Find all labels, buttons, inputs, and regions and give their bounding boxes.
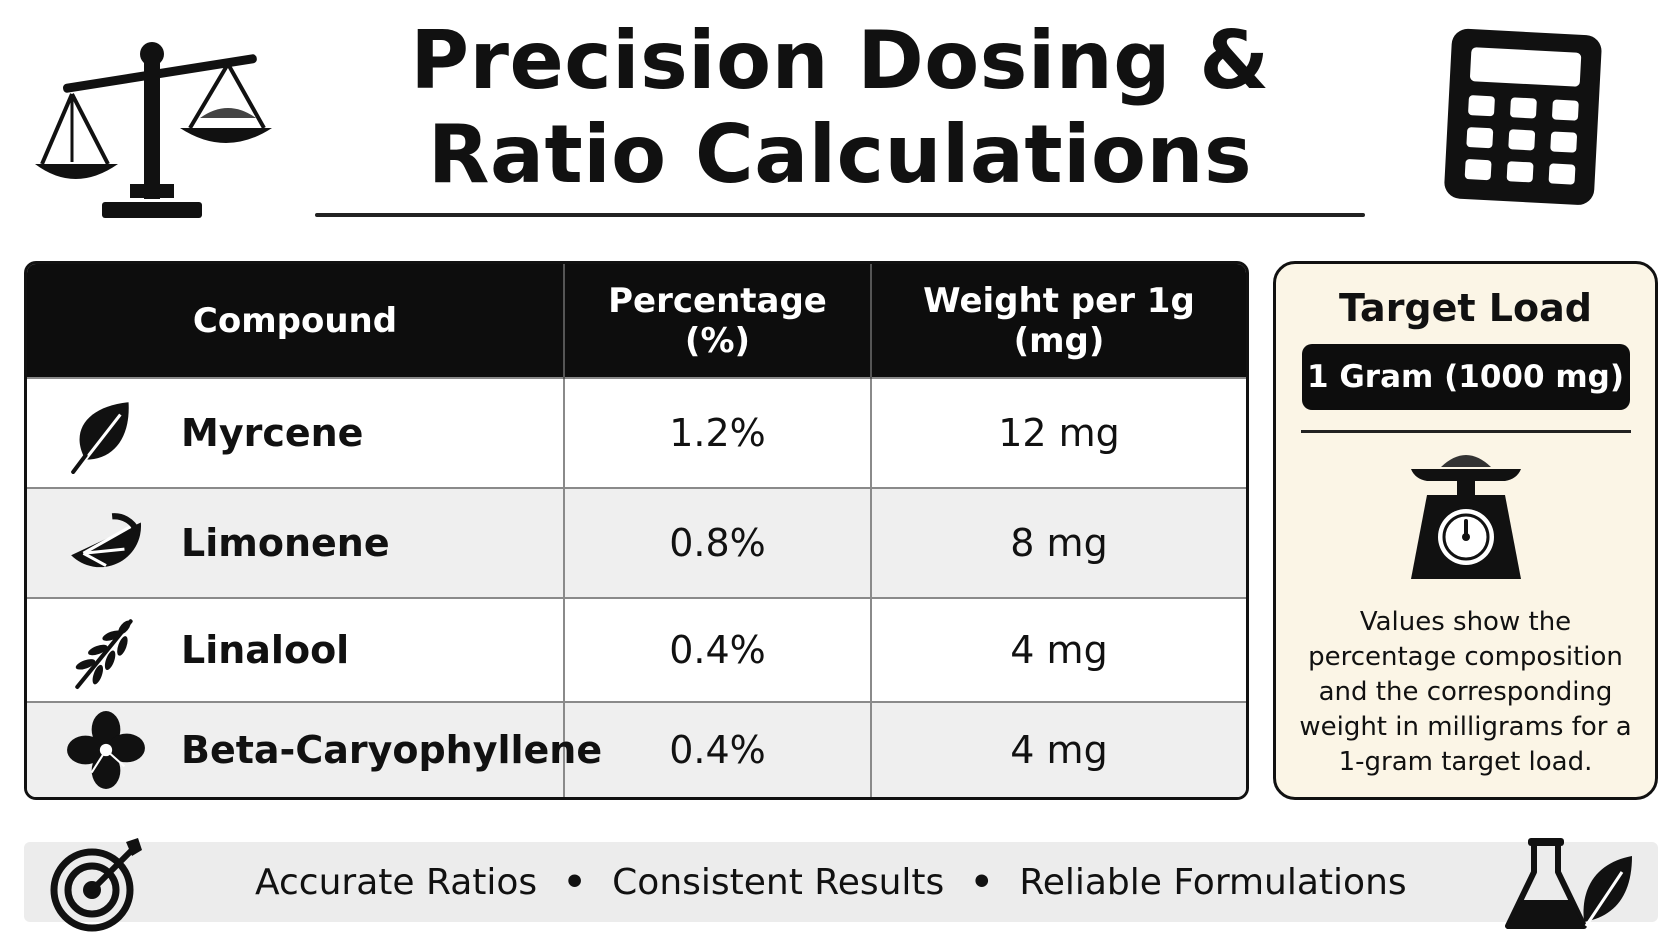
target-arrow-icon bbox=[50, 838, 142, 932]
target-load-description: Values show the percentage composition a… bbox=[1299, 607, 1632, 777]
footer-item: Reliable Formulations bbox=[1019, 861, 1407, 903]
compound-name: Limonene bbox=[181, 521, 390, 565]
weight-cell: 8 mg bbox=[870, 487, 1246, 598]
footer-separator: • bbox=[563, 861, 587, 903]
calculator-icon bbox=[1444, 28, 1602, 205]
flask-leaf-icon bbox=[1505, 838, 1632, 929]
target-load-card: Target Load 1 Gram (1000 mg) Values show… bbox=[1273, 261, 1658, 800]
title-line-1: Precision Dosing & bbox=[410, 14, 1270, 107]
dosing-table: Compound Percentage (%) Weight per 1g (m… bbox=[24, 261, 1249, 800]
target-load-value: 1 Gram (1000 mg) bbox=[1301, 344, 1630, 410]
clove-flower-icon bbox=[67, 711, 145, 789]
header-percentage: Percentage (%) bbox=[563, 264, 871, 378]
balance-scale-icon bbox=[35, 42, 272, 218]
target-load-title: Target Load bbox=[1339, 286, 1592, 330]
percentage-cell: 1.2% bbox=[563, 377, 871, 488]
card-divider bbox=[1300, 430, 1631, 433]
weight-cell: 4 mg bbox=[870, 597, 1246, 702]
weight-cell: 4 mg bbox=[870, 701, 1246, 797]
compound-name: Myrcene bbox=[181, 411, 364, 455]
compound-name: Beta-Caryophyllene bbox=[181, 728, 603, 772]
citrus-slice-icon bbox=[71, 513, 142, 568]
percentage-cell: 0.4% bbox=[563, 597, 871, 702]
compound-cell: Limonene bbox=[27, 487, 564, 598]
title-line-2: Ratio Calculations bbox=[427, 108, 1253, 201]
footer-tagline: Accurate Ratios • Consistent Results • R… bbox=[255, 842, 1407, 922]
percentage-cell: 0.4% bbox=[563, 701, 871, 797]
footer-bar bbox=[24, 842, 1658, 922]
header-weight: Weight per 1g (mg) bbox=[870, 264, 1246, 378]
footer-separator: • bbox=[970, 861, 994, 903]
title-divider bbox=[315, 213, 1365, 217]
page-title: Precision Dosing & Ratio Calculations bbox=[300, 14, 1380, 202]
table-row: Linalool 0.4% 4 mg bbox=[27, 597, 1246, 702]
compound-cell: Linalool bbox=[27, 597, 564, 702]
table-row: Myrcene 1.2% 12 mg bbox=[27, 377, 1246, 488]
footer-item: Consistent Results bbox=[612, 861, 945, 903]
footer-item: Accurate Ratios bbox=[255, 861, 538, 903]
table-row: Limonene 0.8% 8 mg bbox=[27, 487, 1246, 598]
percentage-cell: 0.8% bbox=[563, 487, 871, 598]
table-header-row: Compound Percentage (%) Weight per 1g (m… bbox=[27, 264, 1246, 378]
compound-name: Linalool bbox=[181, 628, 350, 672]
compound-cell: Beta-Caryophyllene bbox=[27, 701, 602, 797]
header-compound: Compound bbox=[27, 264, 564, 378]
lavender-sprig-icon bbox=[75, 619, 133, 689]
leaf-icon bbox=[71, 402, 129, 474]
kitchen-scale-icon bbox=[1410, 455, 1521, 579]
compound-cell: Myrcene bbox=[27, 377, 564, 488]
table-row: Beta-Caryophyllene 0.4% 4 mg bbox=[27, 701, 1246, 797]
weight-cell: 12 mg bbox=[870, 377, 1246, 488]
